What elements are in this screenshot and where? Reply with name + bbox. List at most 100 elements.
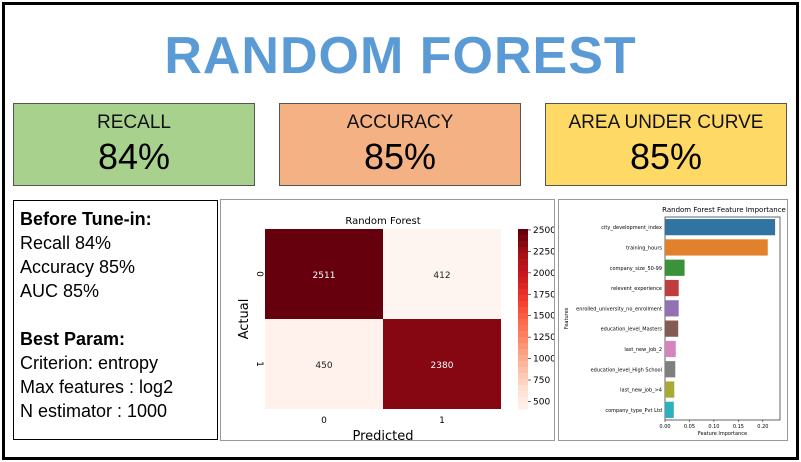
cm-y-tick-0: 0 <box>254 271 264 277</box>
cm-cell-0-0 <box>265 229 383 319</box>
cm-cell-1-1 <box>383 319 501 409</box>
fi-category-label: city_development_index <box>601 225 662 231</box>
confusion-matrix-chart: Random Forest 2511 412 450 2380 0 1 0 1 Predicted… <box>237 216 556 444</box>
param-line-criterion: Criterion: entropy <box>20 353 159 373</box>
cm-colorbar-segment-2 <box>518 241 528 248</box>
cm-colorbar-segment-1 <box>518 235 528 242</box>
cm-colorbar-segment-9 <box>518 283 528 290</box>
accuracy-value: 85% <box>363 136 437 177</box>
recall-value: 84% <box>97 136 171 177</box>
cm-colorbar-tick-3: 1250 <box>533 333 554 343</box>
cm-colorbar-tick-0: 500 <box>533 397 550 407</box>
fi-category-label: last_new_job_2 <box>624 347 662 353</box>
fi-bar <box>665 340 676 358</box>
fi-x-tick-1: 0.05 <box>684 424 695 430</box>
fi-x-tick-2: 0.10 <box>708 424 719 430</box>
cm-x-tick-0: 0 <box>321 416 327 426</box>
cm-colorbar-segment-24 <box>518 373 528 380</box>
tuning-notes: Before Tune-in: Recall 84% Accuracy 85% … <box>13 200 218 440</box>
page-title: RANDOM FOREST <box>164 27 637 85</box>
fi-bar <box>665 320 679 337</box>
fi-bar <box>665 381 675 398</box>
cm-colorbar-segment-29 <box>518 403 528 410</box>
cm-cell-0-1 <box>383 229 501 319</box>
cm-colorbar-segment-28 <box>518 397 528 404</box>
cm-colorbar-segment-16 <box>518 325 528 332</box>
cm-colorbar-segment-10 <box>518 289 528 296</box>
cm-cell-label-0-1: 412 <box>433 271 450 281</box>
cm-colorbar-segment-8 <box>518 277 528 284</box>
cm-colorbar-segment-12 <box>518 301 528 308</box>
before-heading: Before Tune-in: <box>20 209 152 229</box>
fi-category-label: last_new_job_>4 <box>620 388 662 394</box>
cm-cell-label-1-0: 450 <box>315 361 332 371</box>
cm-colorbar-segment-14 <box>518 313 528 320</box>
cm-colorbar-segment-6 <box>518 265 528 272</box>
fi-category-label: enrolled_university_no_enrollment <box>576 306 662 312</box>
fi-bar <box>665 361 676 378</box>
fi-category-label: training_hours <box>626 245 662 251</box>
fi-bar <box>665 239 768 256</box>
before-line-accuracy: Accuracy 85% <box>20 257 136 277</box>
fi-bar <box>665 259 685 276</box>
fi-category-label: relevent_experience <box>611 286 662 292</box>
cm-x-tick-1: 1 <box>439 416 445 426</box>
feature-importance-chart: Random Forest Feature Importance city_dev… <box>564 206 786 437</box>
cm-colorbar-segment-26 <box>518 385 528 392</box>
cm-colorbar-segment-7 <box>518 271 528 278</box>
cm-y-tick-1: 1 <box>254 361 264 367</box>
fi-xlabel: Feature Importance <box>698 431 747 437</box>
cm-colorbar-tick-5: 1750 <box>533 290 554 300</box>
cm-colorbar-segment-0 <box>518 229 528 236</box>
fi-x-tick-4: 0.20 <box>757 424 768 430</box>
cm-colorbar-segment-13 <box>518 307 528 314</box>
fi-x-tick-3: 0.15 <box>733 424 744 430</box>
cm-title: Random Forest <box>345 216 420 227</box>
cm-colorbar-segment-11 <box>518 295 528 302</box>
cm-colorbar-segment-23 <box>518 367 528 374</box>
fi-category-label: education_level_Masters <box>601 327 663 333</box>
fi-category-label: education_level_High School <box>591 367 662 373</box>
cm-colorbar-segment-21 <box>518 355 528 362</box>
fi-bar <box>665 219 776 236</box>
cm-colorbar-tick-7: 2250 <box>533 247 554 257</box>
cm-ylabel: Actual <box>237 299 252 340</box>
fi-title: Random Forest Feature Importance <box>662 206 786 214</box>
before-line-auc: AUC 85% <box>20 281 100 301</box>
cm-colorbar-segment-20 <box>518 349 528 356</box>
fi-category-label: company_type_Pvt Ltd <box>605 408 662 414</box>
cm-colorbar-segment-3 <box>518 247 528 254</box>
cm-colorbar-segment-19 <box>518 343 528 350</box>
cm-colorbar-segment-18 <box>518 337 528 344</box>
cm-colorbar-tick-1: 750 <box>533 376 550 386</box>
recall-card: RECALL 84% <box>13 103 255 186</box>
param-line-max-features: Max features : log2 <box>20 377 174 397</box>
param-line-n-estimator: N estimator : 1000 <box>20 401 168 421</box>
auc-label: AREA UNDER CURVE <box>568 112 764 133</box>
cm-colorbar-segment-15 <box>518 319 528 326</box>
cm-colorbar-tick-8: 2500 <box>533 226 554 236</box>
accuracy-card: ACCURACY 85% <box>279 103 521 186</box>
cm-cell-1-0 <box>265 319 383 409</box>
fi-x-tick-0: 0.00 <box>659 424 670 430</box>
cm-cell-label-1-1: 2380 <box>431 361 454 371</box>
feature-importance-panel: Random Forest Feature Importance city_dev… <box>558 199 788 441</box>
recall-label: RECALL <box>97 112 171 133</box>
fi-plot-frame <box>664 216 781 421</box>
auc-value: 85% <box>629 136 703 177</box>
cm-cell-label-0-0: 2511 <box>313 271 336 281</box>
fi-ylabel: Features <box>564 307 570 329</box>
cm-colorbar-tick-2: 1000 <box>533 355 554 365</box>
auc-card: AREA UNDER CURVE 85% <box>545 103 787 186</box>
cm-colorbar-tick-6: 2000 <box>533 269 554 279</box>
cm-colorbar-segment-4 <box>518 253 528 260</box>
fi-bar <box>665 401 674 418</box>
fi-category-label: company_size_50-99 <box>610 266 662 272</box>
cm-colorbar-segment-5 <box>518 259 528 266</box>
cm-colorbar-segment-27 <box>518 391 528 398</box>
before-line-recall: Recall 84% <box>20 233 112 253</box>
cm-xlabel: Predicted <box>352 429 413 440</box>
cm-colorbar-segment-25 <box>518 379 528 386</box>
cm-colorbar-segment-17 <box>518 331 528 338</box>
fi-bar <box>665 279 679 297</box>
